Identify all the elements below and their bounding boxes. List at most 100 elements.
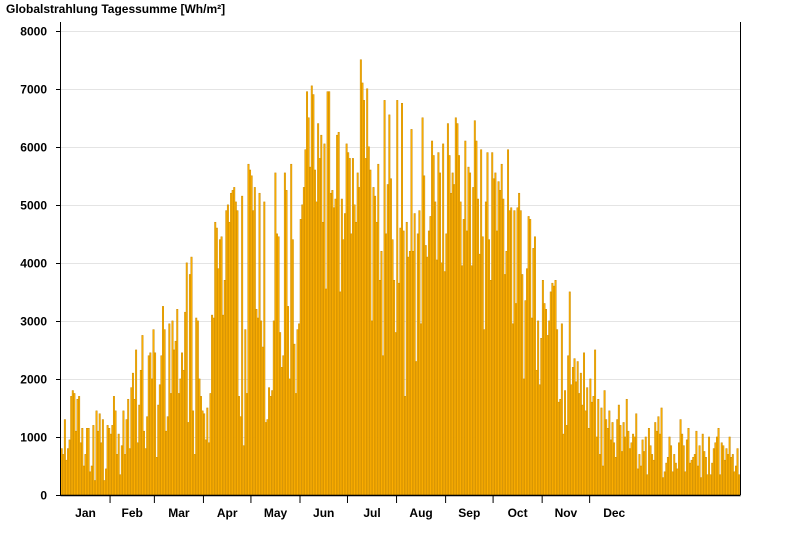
bar-day-316 [559,398,562,496]
x-tick-label-jul: Jul [363,506,380,520]
bar-day-421 [725,448,728,496]
bar-day-173 [332,207,335,496]
bar-day-201 [377,163,380,496]
bar-day-160 [312,94,315,496]
bar-day-9 [73,393,76,496]
bar-day-61 [155,457,158,496]
bar-day-295 [526,268,529,496]
bar-day-367 [640,465,642,496]
bar-day-388 [673,454,676,496]
bar-day-312 [552,285,555,496]
bar-day-374 [651,454,654,496]
bar-day-191 [361,82,364,496]
bar-day-381 [662,477,665,496]
bar-day-272 [489,280,492,496]
bar-day-23 [95,410,98,496]
bar-day-321 [567,355,570,496]
bar-day-209 [389,178,392,496]
bar-day-335 [589,378,592,496]
bar-day-268 [483,329,486,496]
bar-day-248 [451,172,454,496]
bar-day-240 [439,172,441,496]
bar-day-405 [700,477,703,496]
bar-day-15 [82,465,85,496]
bar-day-111 [234,201,237,496]
bar-day-116 [242,445,245,496]
bar-day-53 [143,430,145,496]
bar-day-22 [93,480,96,496]
bar-day-137 [276,233,278,496]
bar-day-228 [420,323,422,496]
bar-day-303 [538,384,541,496]
bar-day-285 [510,207,513,496]
bar-day-182 [347,152,350,496]
bar-day-281 [503,274,506,496]
y-tick-label: 2000 [20,373,47,387]
bar-day-167 [323,143,326,496]
bar-day-84 [192,410,195,496]
bar-day-262 [473,120,476,496]
bar-day-326 [575,381,578,496]
bar-day-41 [124,454,126,496]
bar-day-327 [576,361,579,496]
bar-day-226 [416,233,419,496]
bar-day-7 [70,396,73,496]
bar-day-356 [622,422,625,496]
bar-day-204 [382,355,384,496]
bar-day-210 [391,239,394,496]
x-tick-label-mar: Mar [168,506,190,520]
bar-day-399 [690,459,693,496]
bar-day-406 [701,433,704,496]
bar-day-118 [245,393,248,496]
bar-day-187 [355,221,358,496]
bar-day-162 [315,201,318,496]
bar-day-428 [736,448,739,496]
x-axis-ticks: Jan Feb Mar Apr May Jun Jul Aug Sep Oct Nov Dec [75,495,626,520]
bar-day-299 [532,248,535,496]
bar-day-48 [135,349,138,496]
bar-day-427 [735,465,737,496]
bar-day-110 [233,187,236,496]
bar-day-328 [578,393,581,496]
bar-day-395 [684,471,687,496]
bar-day-51 [139,369,142,496]
bar-day-165 [320,134,323,496]
x-tick-label-nov: Nov [555,506,578,520]
bar-day-30 [106,425,109,496]
bar-day-346 [606,428,609,496]
bar-day-176 [337,132,340,496]
bar-day-142 [283,172,286,496]
bar-day-294 [524,300,527,496]
bar-day-205 [383,100,386,496]
bar-day-424 [730,457,733,496]
bar-day-44 [128,448,131,496]
bar-day-286 [511,323,514,496]
bar-day-311 [551,282,554,496]
bar-day-74 [176,309,179,496]
bar-day-270 [486,152,489,496]
bar-day-236 [432,155,435,496]
bar-day-39 [120,445,123,496]
x-tick-label-may: May [264,506,288,520]
bar-day-324 [571,367,574,496]
bar-day-131 [266,419,269,496]
bar-day-106 [226,204,229,496]
bar-day-318 [562,433,565,496]
bar-day-50 [138,404,141,496]
bar-day-125 [257,317,259,496]
bar-day-20 [90,465,93,496]
bar-day-232 [426,256,429,496]
bar-day-336 [590,401,593,496]
bar-day-408 [704,457,707,496]
bar-day-67 [165,430,168,496]
bar-day-345 [605,419,608,496]
bar-day-322 [568,291,571,496]
bar-day-323 [570,384,573,496]
bar-day-36 [116,454,119,496]
bar-day-247 [450,192,453,496]
bar-day-130 [264,422,267,496]
bar-day-55 [146,416,149,496]
bar-day-121 [250,175,253,496]
bar-day-195 [367,146,370,496]
bar-day-216 [401,103,403,496]
